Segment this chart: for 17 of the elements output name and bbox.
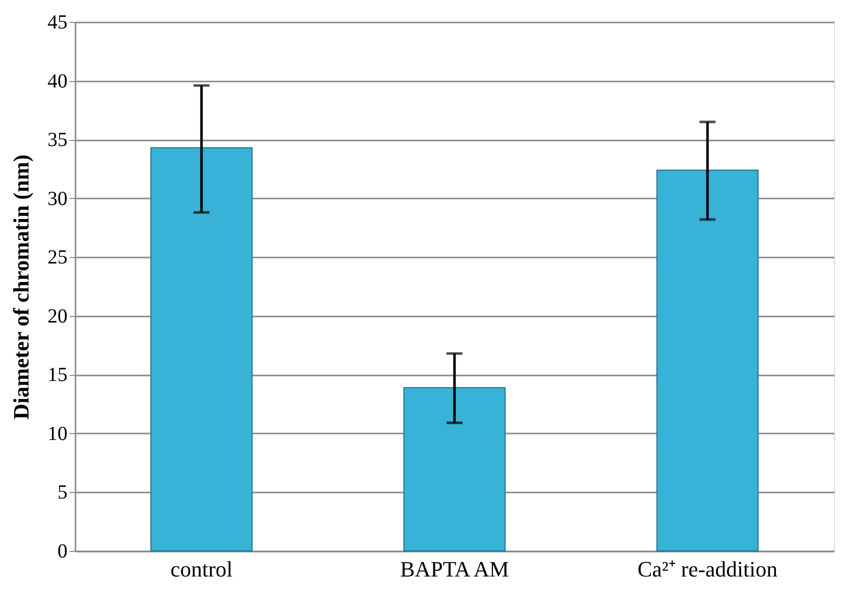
y-tick-label: 20 (48, 305, 68, 328)
y-tick-label: 35 (48, 129, 68, 152)
x-tick-label: Ca²⁺ re-addition (637, 556, 778, 582)
y-axis-title: Diameter of chromatin (nm) (8, 154, 34, 420)
y-tick-label: 45 (48, 12, 68, 34)
bar (403, 387, 506, 552)
y-tick-label: 40 (48, 70, 68, 92)
y-tick-label: 5 (58, 482, 68, 504)
y-tick-label: 0 (58, 540, 68, 562)
y-tick-label: 25 (48, 246, 68, 269)
x-tick-label: control (170, 556, 233, 582)
bar (656, 170, 759, 552)
y-tick-label: 15 (48, 364, 68, 386)
x-tick-label: BAPTA AM (400, 556, 509, 582)
y-tick-label: 30 (48, 188, 68, 210)
y-tick-label: 10 (48, 422, 68, 445)
bar (150, 147, 253, 552)
